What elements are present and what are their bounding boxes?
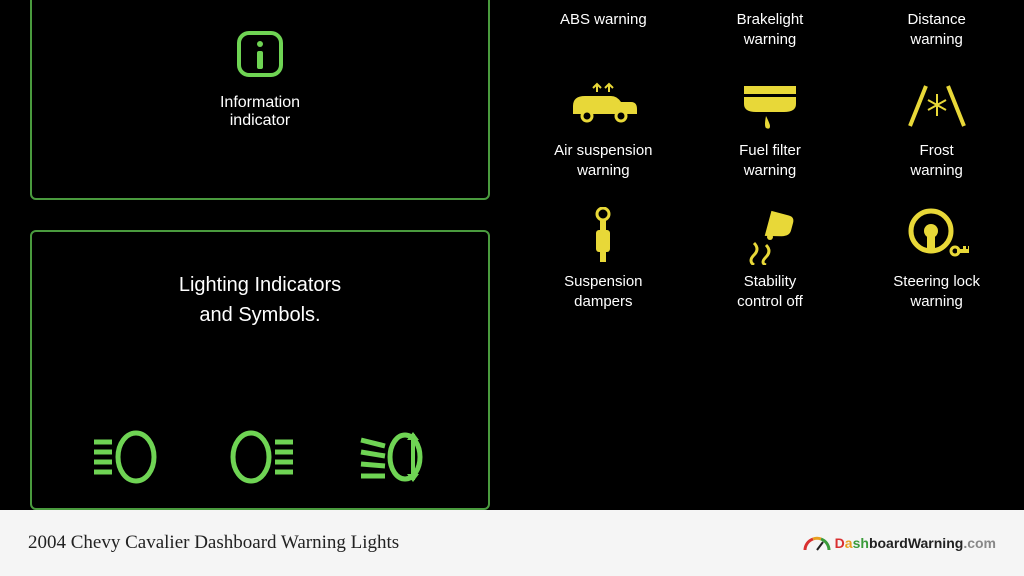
info-indicator-block: Information indicator	[32, 27, 488, 130]
frost-warning-label: Frost warning	[862, 141, 1012, 180]
front-fog-icon	[88, 426, 166, 488]
info-indicator-label: Information indicator	[32, 94, 488, 130]
fuel-filter-item: Fuel filter warning	[695, 79, 845, 180]
yellow-row-1: Air suspension warning Fuel filter warni…	[520, 79, 1020, 180]
air-suspension-item: Air suspension warning	[528, 79, 678, 180]
page-title: 2004 Chevy Cavalier Dashboard Warning Li…	[28, 532, 399, 554]
lighting-icons-row	[32, 426, 488, 488]
brakelight-warning-item: Brakelight warning	[695, 0, 845, 49]
page-footer: 2004 Chevy Cavalier Dashboard Warning Li…	[0, 510, 1024, 576]
abs-warning-item: ABS warning	[528, 0, 678, 49]
distance-warning-item: Distance warning	[862, 0, 1012, 49]
air-suspension-label: Air suspension warning	[528, 141, 678, 180]
logo-text: boardWarning	[869, 535, 963, 551]
suspension-dampers-label: Suspension dampers	[528, 272, 678, 311]
fuel-filter-label: Fuel filter warning	[695, 141, 845, 180]
damper-icon	[528, 210, 678, 262]
suspension-dampers-item: Suspension dampers	[528, 210, 678, 311]
brakelight-warning-label: Brakelight warning	[695, 10, 845, 49]
steering-lock-item: Steering lock warning	[862, 210, 1012, 311]
abs-warning-label: ABS warning	[528, 10, 678, 30]
gauge-icon	[803, 534, 831, 552]
stability-icon	[695, 210, 845, 262]
stability-control-label: Stability control off	[695, 272, 845, 311]
yellow-warnings-grid: ABS warning Brakelight warning Distance …	[520, 0, 1020, 341]
air-suspension-icon	[528, 79, 678, 131]
site-logo: DashboardWarning.com	[803, 534, 996, 552]
rear-fog-icon	[221, 426, 299, 488]
fuel-filter-icon	[695, 79, 845, 131]
steering-lock-label: Steering lock warning	[862, 272, 1012, 311]
yellow-row-2: Suspension dampers Stability control off…	[520, 210, 1020, 311]
infographic-canvas: fluid low reminder defrost Information i…	[0, 0, 1024, 510]
distance-warning-label: Distance warning	[862, 10, 1012, 49]
yellow-row-0: ABS warning Brakelight warning Distance …	[520, 0, 1020, 49]
lighting-panel-title: Lighting Indicators and Symbols.	[32, 232, 488, 330]
steering-lock-icon	[862, 210, 1012, 262]
headlight-level-icon	[355, 426, 433, 488]
frost-warning-item: Frost warning	[862, 79, 1012, 180]
logo-tld: .com	[963, 535, 996, 551]
stability-control-item: Stability control off	[695, 210, 845, 311]
lighting-indicators-panel: Lighting Indicators and Symbols.	[30, 230, 490, 510]
frost-icon	[862, 79, 1012, 131]
green-indicators-panel: fluid low reminder defrost Information i…	[30, 0, 490, 200]
information-icon	[233, 27, 287, 81]
